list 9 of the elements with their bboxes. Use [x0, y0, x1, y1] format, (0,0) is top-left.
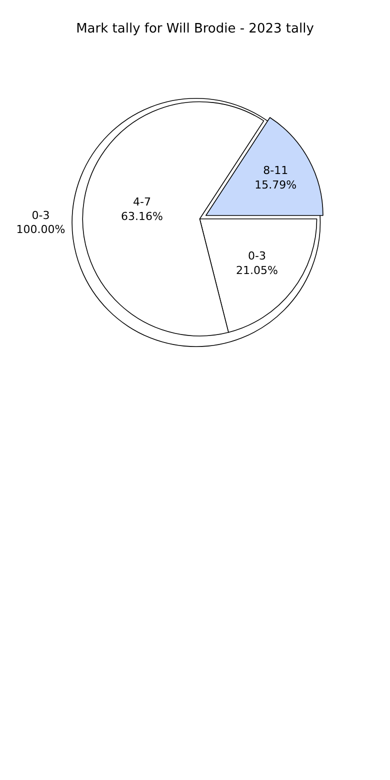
- data-label: 63.16%: [121, 210, 163, 223]
- chart-title: Mark tally for Will Brodie - 2023 tally: [76, 22, 314, 36]
- data-label: 21.05%: [236, 264, 278, 278]
- slice-label: 0-3: [32, 208, 50, 222]
- slice-label: 8-11: [263, 164, 288, 178]
- data-label: 15.79%: [254, 178, 297, 192]
- data-label: 100.00%: [16, 223, 66, 236]
- slice-label: 4-7: [132, 196, 151, 209]
- slice-label: 0-3: [248, 250, 266, 263]
